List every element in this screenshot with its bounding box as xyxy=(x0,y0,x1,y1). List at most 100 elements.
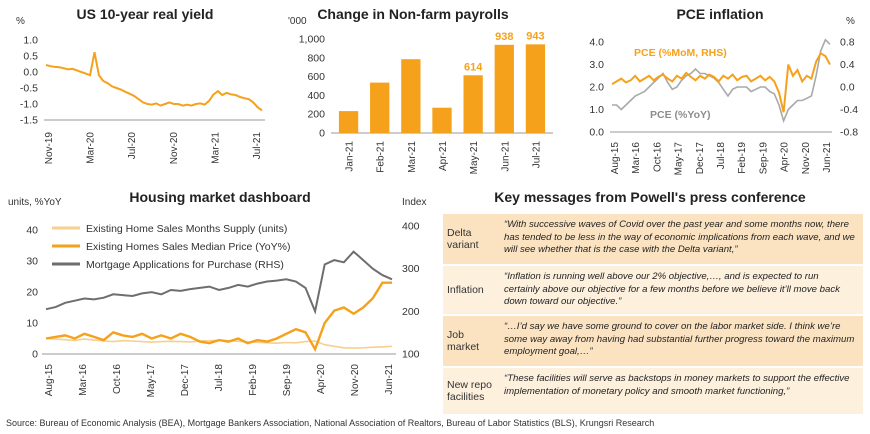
payrolls-chart: Change in Non-farm payrolls '000 1,000 80… xyxy=(288,6,553,175)
messages-title: Key messages from Powell's press confere… xyxy=(494,189,806,205)
x-tick-label: Jun-21 xyxy=(822,142,833,173)
x-tick-label: Dec-17 xyxy=(180,364,191,397)
messages-table: Delta variant “With successive waves of … xyxy=(443,212,863,414)
x-tick-label: Apr-20 xyxy=(316,364,327,394)
x-tick-label: Jul-18 xyxy=(214,364,225,392)
row-text: “These facilities will serve as backstop… xyxy=(498,368,863,414)
row-topic: Job market xyxy=(443,316,498,366)
y-tick-label: 300 xyxy=(402,263,420,275)
x-tick-label: Sep-19 xyxy=(758,142,769,175)
legend-label-mortgage: Mortgage Applications for Purchase (RHS) xyxy=(86,259,284,271)
y-tick-label: 0.5 xyxy=(23,51,38,63)
x-tick-label: Jun-21 xyxy=(500,141,511,172)
source-note: Source: Bureau of Economic Analysis (BEA… xyxy=(6,418,655,428)
bar xyxy=(401,59,421,133)
chart-title: Housing market dashboard xyxy=(129,189,310,205)
y-axis-label: '000 xyxy=(288,16,307,27)
y-tick-label: 4.0 xyxy=(589,37,604,49)
bar-value-label: 938 xyxy=(495,31,513,43)
row-text: “With successive waves of Covid over the… xyxy=(498,214,863,264)
y-tick-label: 0 xyxy=(32,349,38,361)
right-axis-label: Index xyxy=(402,197,426,208)
y-tick-label: 0.0 xyxy=(589,127,604,139)
row-topic: New repo facilities xyxy=(443,368,498,414)
legend-label-supply: Existing Home Sales Months Supply (units… xyxy=(86,223,287,235)
y-tick-label: 100 xyxy=(402,349,420,361)
bar-value-label: 614 xyxy=(464,61,483,73)
y-tick-label: 0 xyxy=(319,128,325,140)
x-tick-label: Nov-19 xyxy=(44,132,55,165)
bar xyxy=(463,75,483,133)
bar xyxy=(432,107,452,133)
chart-title: Change in Non-farm payrolls xyxy=(317,6,509,22)
x-tick-label: Jul-18 xyxy=(716,142,727,170)
y-tick-label: -1.5 xyxy=(20,115,38,127)
x-tick-label: Jun-21 xyxy=(384,364,395,395)
row-topic: Delta variant xyxy=(443,214,498,264)
x-tick-label: Apr-21 xyxy=(438,141,449,171)
x-tick-label: May-21 xyxy=(469,141,480,175)
x-tick-label: Mar-21 xyxy=(407,141,418,173)
legend-pce-mom: PCE (%MoM, RHS) xyxy=(634,47,727,59)
x-tick-label: Aug-15 xyxy=(610,142,621,175)
x-tick-label: Jan-21 xyxy=(345,141,356,172)
y-tick-label: 0.0 xyxy=(840,82,855,94)
y-tick-label: 0.4 xyxy=(840,59,855,71)
x-tick-label: Dec-17 xyxy=(695,142,706,175)
x-tick-label: Aug-15 xyxy=(44,364,55,397)
table-row: New repo facilities “These facilities wi… xyxy=(443,366,863,414)
y-tick-label: -0.5 xyxy=(20,83,38,95)
row-text: “Inflation is running well above our 2% … xyxy=(498,266,863,314)
bar xyxy=(338,111,359,133)
y-tick-label: 1,000 xyxy=(299,34,325,46)
y-tick-label: -0.4 xyxy=(840,104,858,116)
x-tick-label: Oct-16 xyxy=(112,364,123,394)
x-tick-label: Sep-19 xyxy=(282,364,293,397)
x-tick-label: Nov-20 xyxy=(169,132,180,165)
real-yield-line xyxy=(45,52,263,112)
bar xyxy=(494,44,514,133)
right-axis-label: % xyxy=(846,16,855,27)
y-tick-label: -0.8 xyxy=(840,127,858,139)
x-tick-label: Feb-21 xyxy=(376,141,387,173)
x-tick-label: Jul-21 xyxy=(531,141,542,169)
x-tick-label: Nov-20 xyxy=(801,142,812,175)
bar xyxy=(525,44,546,133)
row-text: “…I’d say we have some ground to cover o… xyxy=(498,316,863,366)
y-tick-label: 400 xyxy=(402,221,420,233)
x-tick-label: May-17 xyxy=(146,364,157,398)
bar-value-label: 943 xyxy=(526,30,544,42)
median-price-line xyxy=(45,281,392,353)
y-tick-label: 600 xyxy=(307,71,325,83)
y-tick-label: 3.0 xyxy=(589,59,604,71)
x-tick-label: Mar-16 xyxy=(78,364,89,396)
x-tick-label: Nov-20 xyxy=(350,364,361,397)
legend: Existing Home Sales Months Supply (units… xyxy=(52,223,290,271)
y-tick-label: 200 xyxy=(402,306,420,318)
chart-title: US 10-year real yield xyxy=(77,6,214,22)
y-tick-label: 10 xyxy=(26,318,38,330)
y-tick-label: 1.0 xyxy=(589,104,604,116)
table-row: Job market “…I’d say we have some ground… xyxy=(443,314,863,366)
legend-label-price: Existing Homes Sales Median Price (YoY%) xyxy=(86,241,290,253)
table-row: Delta variant “With successive waves of … xyxy=(443,212,863,264)
y-axis-label: % xyxy=(16,16,25,27)
y-tick-label: 1.0 xyxy=(23,35,38,47)
y-tick-label: -1.0 xyxy=(20,99,38,111)
x-tick-label: Feb-19 xyxy=(737,142,748,174)
chart-title: PCE inflation xyxy=(676,6,763,22)
y-tick-label: 2.0 xyxy=(589,82,604,94)
pce-yoy-line xyxy=(612,38,831,124)
x-tick-label: Mar-21 xyxy=(210,132,221,164)
x-tick-label: Oct-16 xyxy=(652,142,663,172)
y-tick-label: 0.0 xyxy=(23,67,38,79)
y-tick-label: 0.8 xyxy=(840,37,855,49)
left-axis-label: units, %YoY xyxy=(8,197,62,208)
x-tick-label: May-17 xyxy=(674,142,685,176)
row-topic: Inflation xyxy=(443,266,498,314)
y-tick-label: 20 xyxy=(26,287,38,299)
housing-chart: Housing market dashboard units, %YoY Ind… xyxy=(8,189,426,398)
x-tick-label: Jul-21 xyxy=(252,132,263,160)
x-tick-label: Feb-19 xyxy=(248,364,259,396)
table-row: Inflation “Inflation is running well abo… xyxy=(443,264,863,314)
